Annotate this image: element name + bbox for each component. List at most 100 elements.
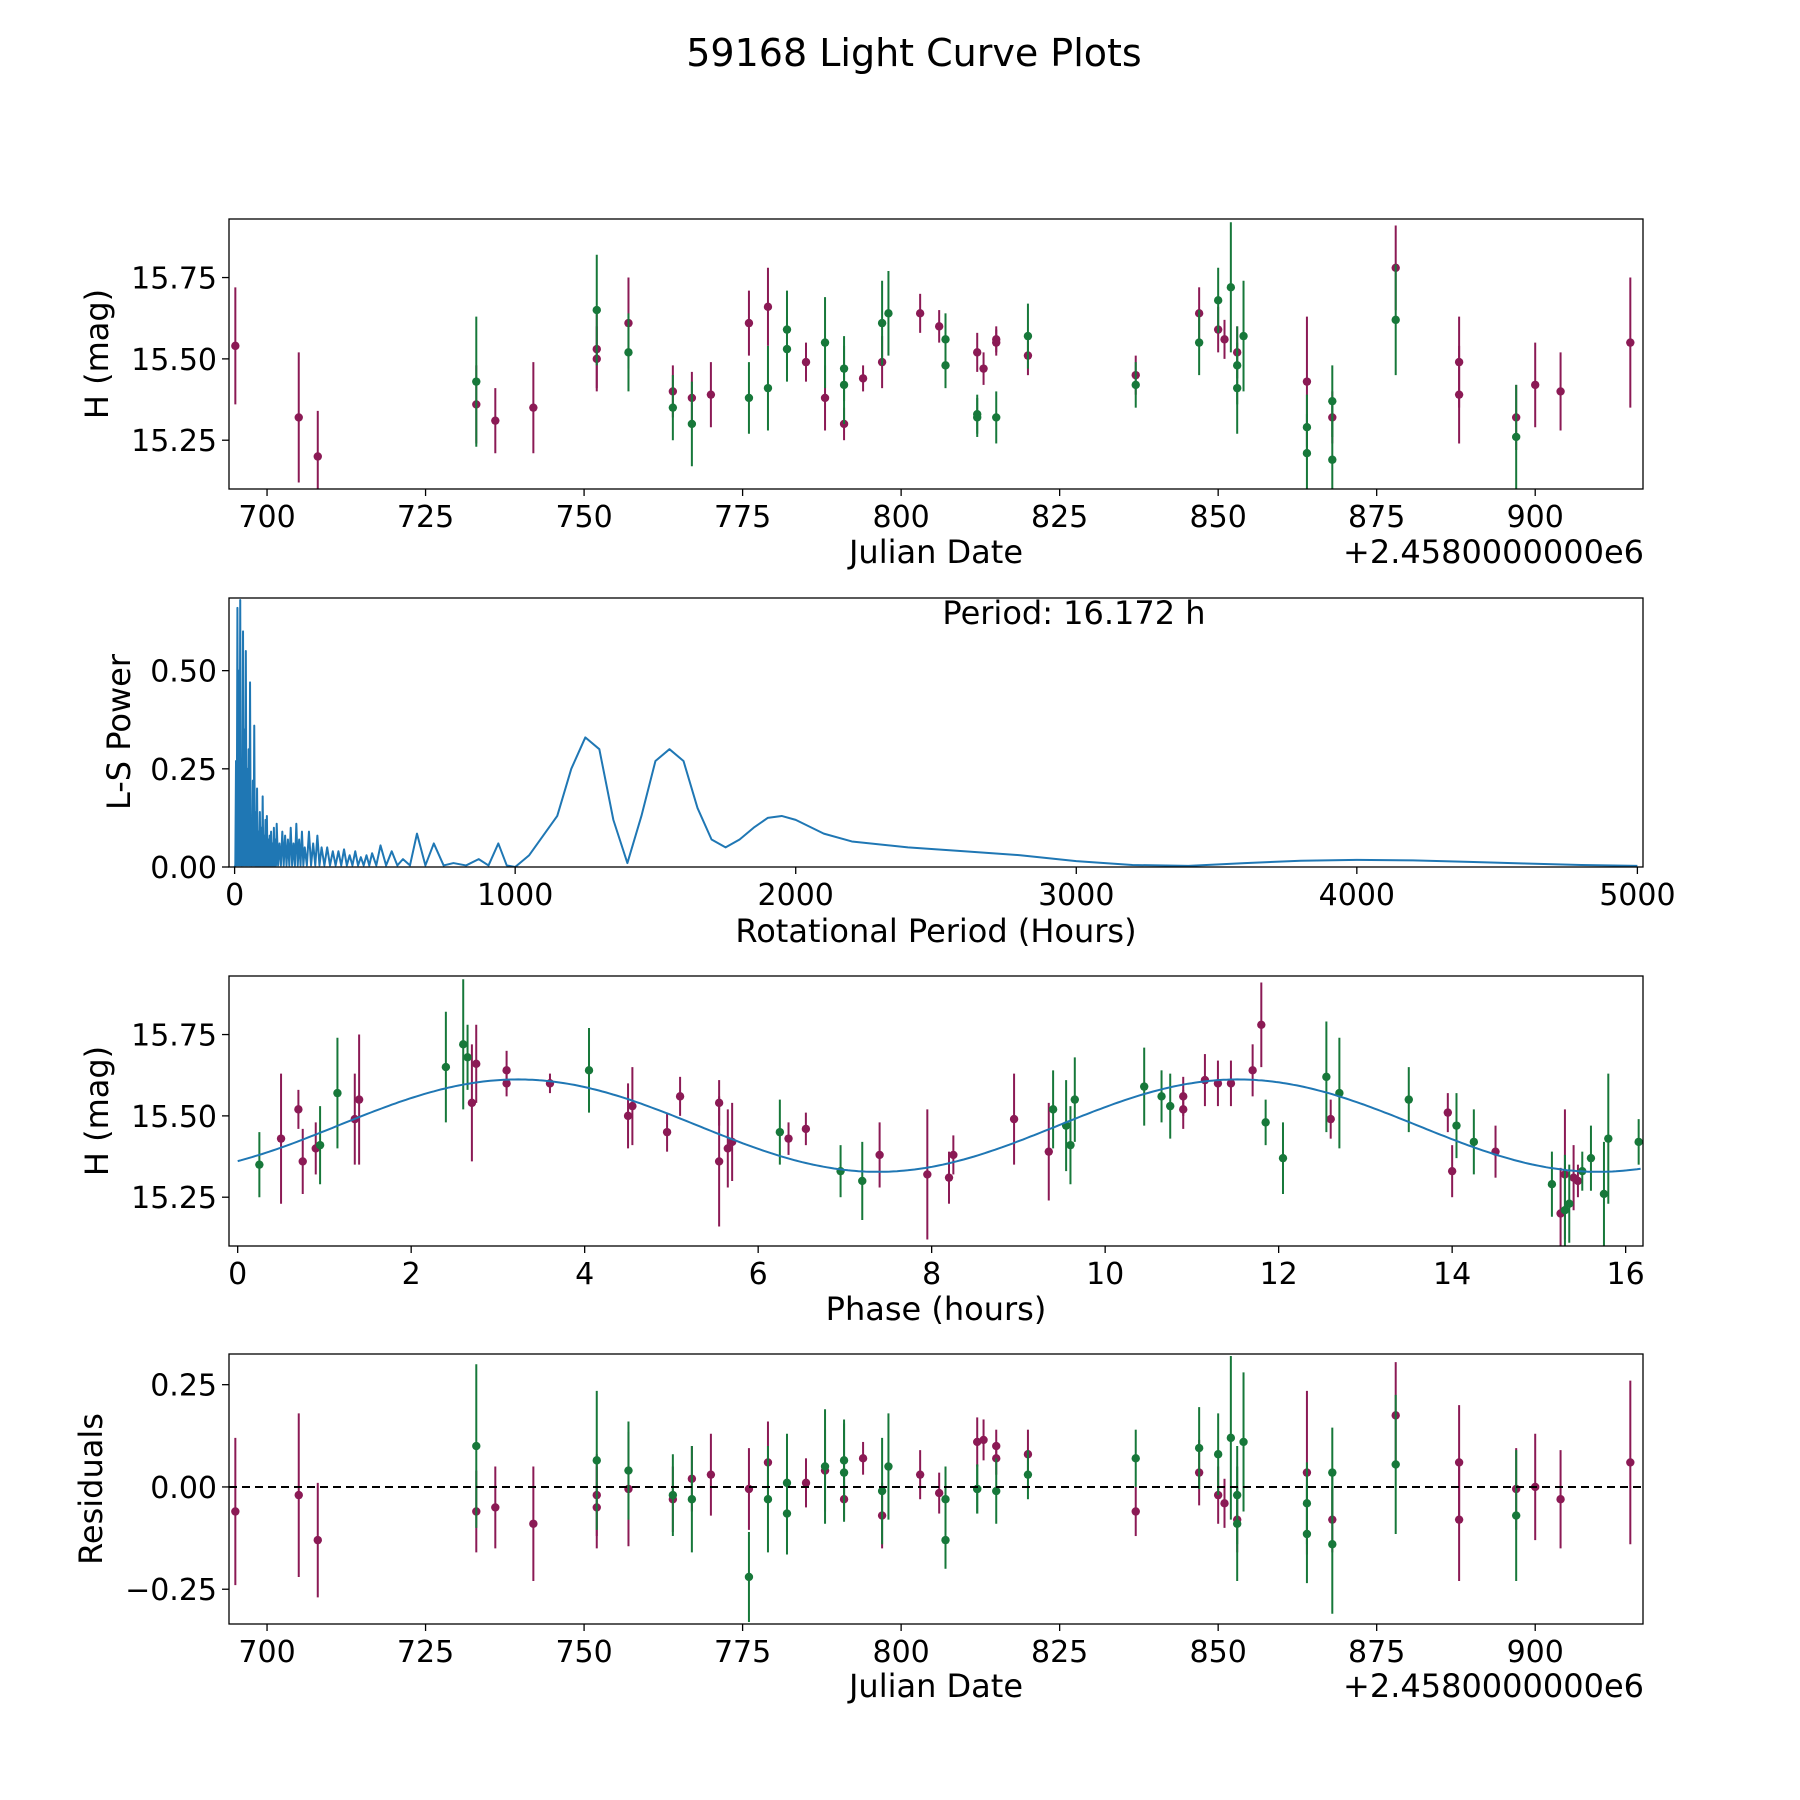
lightcurve-point <box>1626 338 1635 347</box>
phased-point <box>1404 1095 1413 1104</box>
residuals-point <box>294 1490 303 1500</box>
residuals-point <box>1232 1519 1242 1528</box>
phased-point <box>1070 1095 1079 1104</box>
periodogram-xtick-label: 3000 <box>1038 878 1114 913</box>
residuals-xtick-label: 800 <box>872 1635 929 1670</box>
residuals-point <box>1023 1470 1033 1479</box>
phased-point <box>1179 1105 1188 1114</box>
lightcurve-point <box>934 322 944 331</box>
residuals-axes-frame <box>228 1353 1644 1625</box>
residuals-point <box>491 1503 500 1512</box>
phased-ytick-label: 15.75 <box>131 1019 217 1054</box>
residuals-point <box>915 1470 925 1479</box>
phased-point <box>354 1095 364 1104</box>
phased-ytick-label: 15.50 <box>131 1100 217 1135</box>
phased-point <box>1322 1072 1331 1082</box>
residuals-point <box>877 1486 887 1496</box>
residuals-point <box>1213 1490 1223 1500</box>
periodogram-ytick-label: 0.50 <box>150 655 217 690</box>
lightcurve-point <box>973 409 982 419</box>
residuals-point <box>1131 1454 1140 1463</box>
phased-panel: 0 2 4 6 8 10 12 14 16 15.25 15.50 15.75 Phase (hour… <box>78 975 1645 1328</box>
residuals-point <box>763 1495 773 1504</box>
phased-point <box>502 1066 511 1075</box>
lightcurve-point <box>744 318 754 328</box>
phased-point <box>1166 1101 1175 1111</box>
phased-xtick-label: 12 <box>1260 1257 1298 1292</box>
residuals-point <box>687 1495 697 1504</box>
residuals-point <box>313 1535 322 1545</box>
phased-point <box>1634 1137 1643 1147</box>
lightcurve-point <box>992 335 1001 344</box>
residuals-point <box>941 1535 950 1545</box>
phased-point <box>1586 1153 1596 1163</box>
lightcurve-ticks: 700 725 750 775 800 825 850 875 900 15.25 15.50 15.… <box>131 218 1644 535</box>
lightcurve-point <box>820 338 830 347</box>
lightcurve-point <box>1213 296 1223 305</box>
lightcurve-ytick-label: 15.25 <box>131 424 217 459</box>
residuals-point <box>934 1488 944 1498</box>
residuals-point <box>668 1490 678 1500</box>
lightcurve-point <box>668 403 678 412</box>
phased-point <box>1048 1105 1058 1114</box>
lightcurve-ytick-label: 15.50 <box>131 343 217 378</box>
phased-xtick-label: 6 <box>749 1257 768 1292</box>
lightcurve-offset-label: +2.4580000000e6 <box>1343 533 1644 571</box>
residuals-xlabel: Julian Date <box>847 1667 1023 1705</box>
phased-point <box>858 1176 867 1186</box>
residuals-point <box>744 1572 754 1582</box>
lightcurve-point <box>1391 315 1400 325</box>
residuals-xtick-label: 825 <box>1031 1635 1088 1670</box>
phased-point <box>1560 1206 1570 1215</box>
phased-point <box>784 1134 793 1143</box>
periodogram-xtick-label: 1000 <box>477 878 553 913</box>
phased-point <box>1278 1153 1288 1163</box>
residuals-xtick-label: 850 <box>1190 1635 1247 1670</box>
lightcurve-point <box>877 318 887 328</box>
periodogram-line <box>233 598 1638 867</box>
lightcurve-point <box>1131 380 1140 390</box>
periodogram-ytick-label: 0.00 <box>150 851 217 886</box>
lightcurve-point <box>624 348 633 357</box>
lightcurve-point <box>1226 283 1236 292</box>
residuals-point <box>1391 1460 1400 1469</box>
residuals-ytick-label: 0.00 <box>150 1471 217 1506</box>
phased-point <box>662 1127 672 1137</box>
lightcurve-point <box>472 377 481 386</box>
lightcurve-point <box>687 419 697 429</box>
lightcurve-point <box>1556 387 1565 396</box>
residuals-point <box>979 1435 988 1445</box>
phased-point <box>1139 1082 1149 1091</box>
residuals-xtick-label: 875 <box>1348 1635 1405 1670</box>
periodogram-axes-frame <box>228 597 1644 868</box>
lightcurve-ytick-label: 15.75 <box>131 262 217 297</box>
lightcurve-point <box>1302 377 1312 386</box>
periodogram-xtick-label: 2000 <box>758 878 834 913</box>
residuals-point <box>820 1462 830 1471</box>
phased-point <box>775 1127 785 1137</box>
residuals-point <box>1220 1499 1229 1508</box>
lightcurve-xtick-label: 800 <box>872 500 929 535</box>
lightcurve-xtick-label: 725 <box>397 500 454 535</box>
residuals-point <box>1239 1437 1248 1447</box>
residuals-point <box>1454 1515 1464 1524</box>
phased-plot-area <box>237 979 1643 1246</box>
phased-point <box>923 1170 932 1179</box>
residuals-point <box>231 1507 240 1516</box>
lightcurve-xtick-label: 900 <box>1507 500 1564 535</box>
lightcurve-point <box>1511 432 1521 442</box>
periodogram-ticks: 0 1000 2000 3000 4000 5000 0.00 0.25 0.50 <box>150 597 1676 913</box>
lightcurve-point <box>294 413 303 422</box>
residuals-point <box>1131 1507 1140 1516</box>
lightcurve-point <box>1194 338 1204 347</box>
lightcurve-point <box>941 335 950 344</box>
phased-point <box>276 1134 286 1143</box>
phased-xtick-label: 2 <box>402 1257 421 1292</box>
phased-point <box>315 1140 325 1150</box>
residuals-offset-label: +2.4580000000e6 <box>1343 1667 1644 1705</box>
lightcurve-point <box>1531 380 1540 390</box>
lightcurve-point <box>820 393 830 403</box>
residuals-ticks: 700 725 750 775 800 825 850 875 900 −0.25 0.00 0.25 <box>125 1353 1644 1670</box>
lightcurve-point <box>592 305 601 315</box>
residuals-ylabel: Residuals <box>72 1413 110 1565</box>
